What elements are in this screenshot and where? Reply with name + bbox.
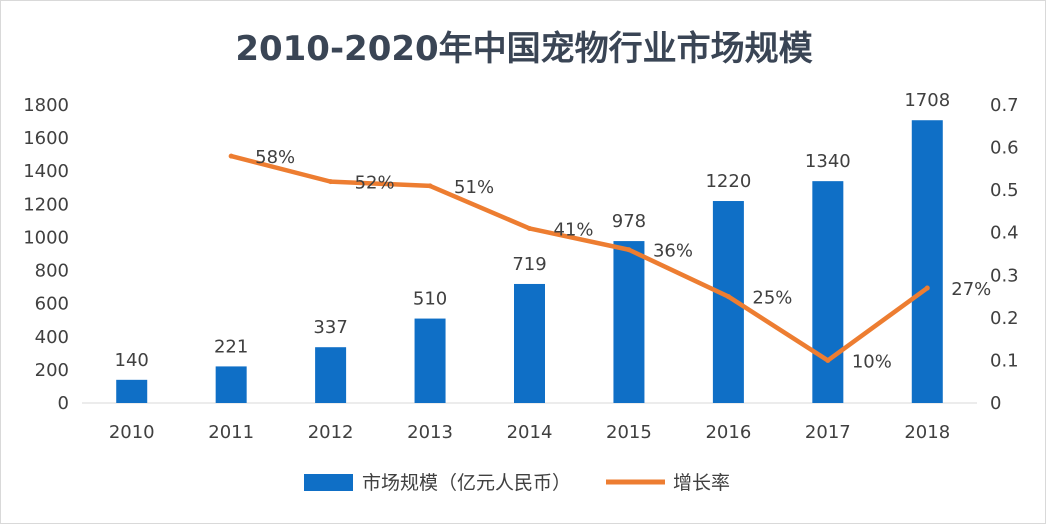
bar	[116, 379, 148, 403]
x-tick-label: 2014	[507, 422, 553, 443]
legend-bar-label: 市场规模（亿元人民币）	[362, 472, 571, 494]
y-right-tick-label: 0.4	[990, 223, 1019, 244]
growth-rate-point	[228, 153, 234, 159]
bar	[613, 241, 645, 403]
x-tick-label: 2015	[606, 422, 652, 443]
growth-rate-point	[825, 357, 831, 363]
y-left-tick-label: 0	[58, 393, 69, 414]
legend-bar-swatch	[304, 474, 353, 491]
y-left-tick-label: 1800	[23, 95, 69, 116]
y-left-tick-label: 800	[35, 261, 69, 282]
x-tick-label: 2011	[208, 422, 254, 443]
bar-data-label: 140	[115, 350, 149, 371]
legend-line-label: 增长率	[673, 472, 730, 494]
growth-rate-point	[427, 183, 433, 189]
y-left-tick-label: 600	[35, 294, 69, 315]
x-tick-label: 2010	[109, 422, 155, 443]
legend: 市场规模（亿元人民币） 增长率	[304, 472, 730, 494]
plot-area: 0 200 400 600 800 1000 1200 1400 1600 1800 0 0.1 0.2…	[23, 90, 1018, 443]
y-right-tick-label: 0	[990, 393, 1001, 414]
growth-rate-line	[228, 153, 930, 363]
y-right-tick-label: 0.5	[990, 180, 1019, 201]
bar	[514, 283, 545, 403]
x-tick-label: 2012	[308, 422, 354, 443]
y-left-tick-label: 1200	[23, 194, 69, 215]
y-left-tick-label: 1600	[23, 128, 69, 149]
y-right-tick-label: 0.6	[990, 138, 1019, 159]
bar	[315, 347, 347, 403]
bar-data-label: 337	[313, 317, 347, 338]
y-right-tick-label: 0.2	[990, 308, 1019, 329]
x-tick-label: 2017	[805, 422, 851, 443]
bar	[812, 181, 844, 403]
growth-rate-data-label: 58%	[255, 147, 295, 168]
bar-data-label: 978	[612, 211, 646, 232]
y-right-tick-label: 0.3	[990, 265, 1019, 286]
growth-rate-data-label: 25%	[752, 288, 792, 309]
y-left-tick-label: 400	[35, 327, 69, 348]
growth-rate-point	[725, 294, 731, 300]
y-right-tick-label: 0.7	[990, 95, 1019, 116]
y-left-tick-label: 1400	[23, 161, 69, 182]
bar-data-label: 1340	[805, 151, 851, 172]
y-left-tick-label: 200	[35, 360, 69, 381]
growth-rate-data-label: 51%	[454, 177, 494, 198]
growth-rate-data-label: 41%	[554, 219, 594, 240]
bar	[215, 366, 247, 403]
y-left-tick-label: 1000	[23, 227, 69, 248]
bar-data-label: 1220	[705, 171, 751, 192]
bar-data-label: 221	[214, 336, 248, 357]
chart-title: 2010-2020年中国宠物行业市场规模	[235, 29, 812, 69]
bar	[414, 318, 446, 403]
growth-rate-point	[527, 225, 532, 231]
bar-data-label: 719	[512, 254, 546, 275]
growth-rate-data-label: 36%	[653, 241, 693, 262]
growth-rate-point	[328, 179, 334, 185]
x-tick-label: 2018	[904, 422, 950, 443]
x-tick-label: 2016	[705, 422, 751, 443]
bar-data-label: 510	[413, 289, 447, 310]
y-right-tick-label: 0.1	[990, 350, 1019, 371]
bar-data-label: 1708	[904, 90, 950, 111]
bar	[911, 120, 943, 403]
growth-rate-data-label: 52%	[355, 173, 395, 194]
growth-rate-data-label: 10%	[852, 351, 892, 372]
growth-rate-data-label: 27%	[951, 279, 991, 300]
growth-rate-point	[924, 285, 930, 291]
growth-rate-point	[626, 247, 632, 253]
x-tick-label: 2013	[407, 422, 453, 443]
